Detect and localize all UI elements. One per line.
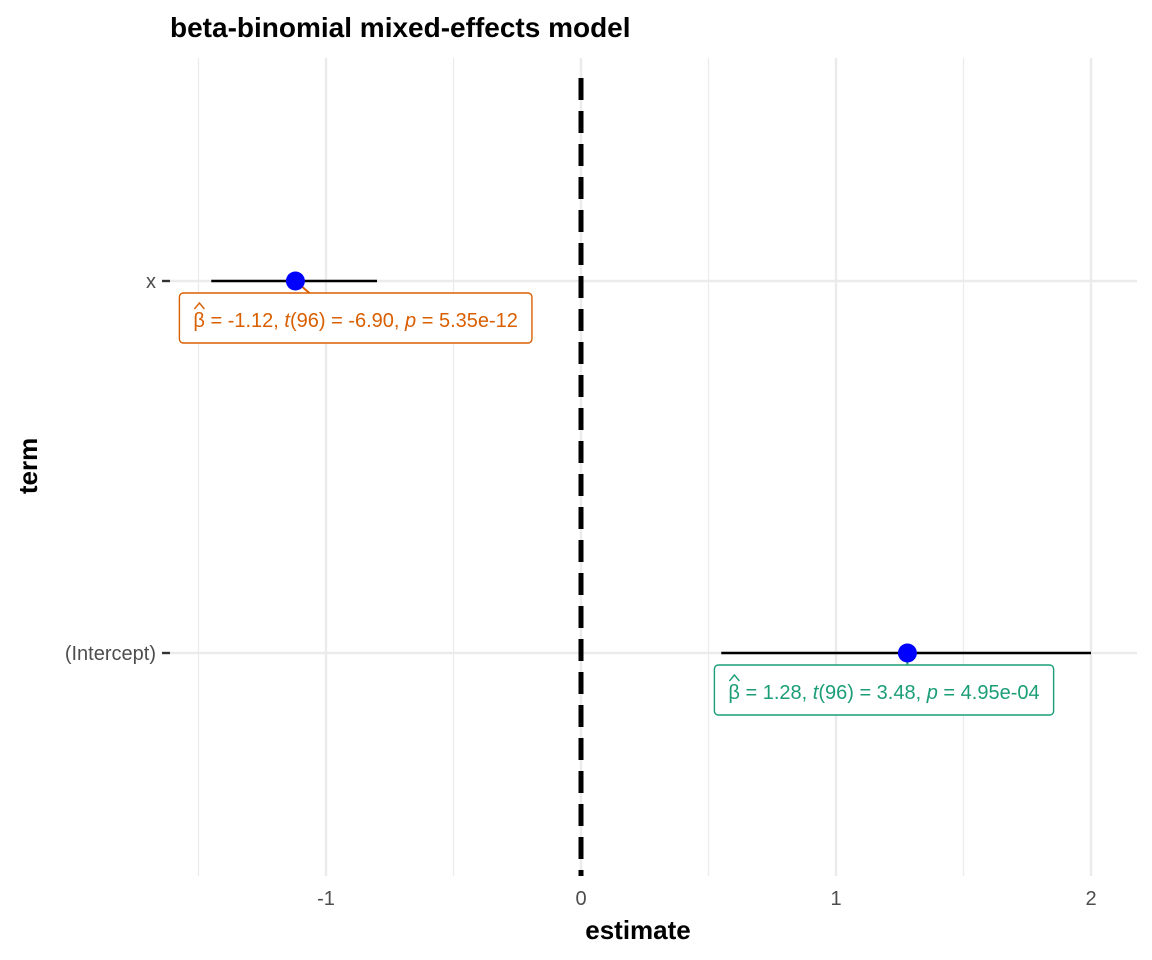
- estimate-label-box: [713, 664, 1055, 716]
- y-tick-label: (Intercept): [65, 643, 156, 665]
- beta-symbol: β: [728, 682, 740, 704]
- stat-df: (96): [290, 310, 326, 332]
- beta-value: = 1.28,: [740, 682, 807, 704]
- estimate-point: [285, 271, 305, 291]
- p-symbol: p: [399, 310, 416, 332]
- beta-hat: [728, 673, 740, 682]
- stat-value: = 3.48,: [854, 682, 921, 704]
- estimate-label-text: β = -1.12, t(96) = -6.90, p = 5.35e-12: [193, 310, 518, 332]
- annotations: β = 1.28, t(96) = 3.48, p = 4.95e-04β = …: [178, 280, 1055, 716]
- y-axis-title: term: [13, 438, 43, 494]
- p-symbol: p: [921, 682, 938, 704]
- beta-value: = -1.12,: [205, 310, 279, 332]
- estimate-label: β = -1.12, t(96) = -6.90, p = 5.35e-12: [178, 280, 533, 344]
- stat-value: = -6.90,: [326, 310, 400, 332]
- axes: -1 0 1 2 (Intercept) x: [65, 271, 1097, 910]
- stat-df: (96): [818, 682, 854, 704]
- x-tick-label: -1: [317, 888, 335, 910]
- chart-title: beta-binomial mixed-effects model: [170, 12, 631, 43]
- p-value: = 4.95e-04: [938, 682, 1040, 704]
- estimate-point: [897, 643, 917, 663]
- x-tick-label: 2: [1085, 888, 1096, 910]
- beta-symbol: β: [193, 310, 205, 332]
- estimate-label-text: β = 1.28, t(96) = 3.48, p = 4.95e-04: [728, 682, 1039, 704]
- estimate-label-box: [178, 292, 533, 344]
- stat-symbol: t: [279, 310, 292, 332]
- points: [285, 271, 917, 663]
- x-tick-label: 1: [830, 888, 841, 910]
- y-tick-label: x: [146, 271, 156, 293]
- beta-hat: [193, 301, 205, 310]
- grid: [170, 58, 1137, 876]
- x-axis-title: estimate: [585, 915, 691, 945]
- p-value: = 5.35e-12: [416, 310, 518, 332]
- x-tick-label: 0: [575, 888, 586, 910]
- stat-symbol: t: [807, 682, 820, 704]
- estimate-label: β = 1.28, t(96) = 3.48, p = 4.95e-04: [713, 653, 1055, 716]
